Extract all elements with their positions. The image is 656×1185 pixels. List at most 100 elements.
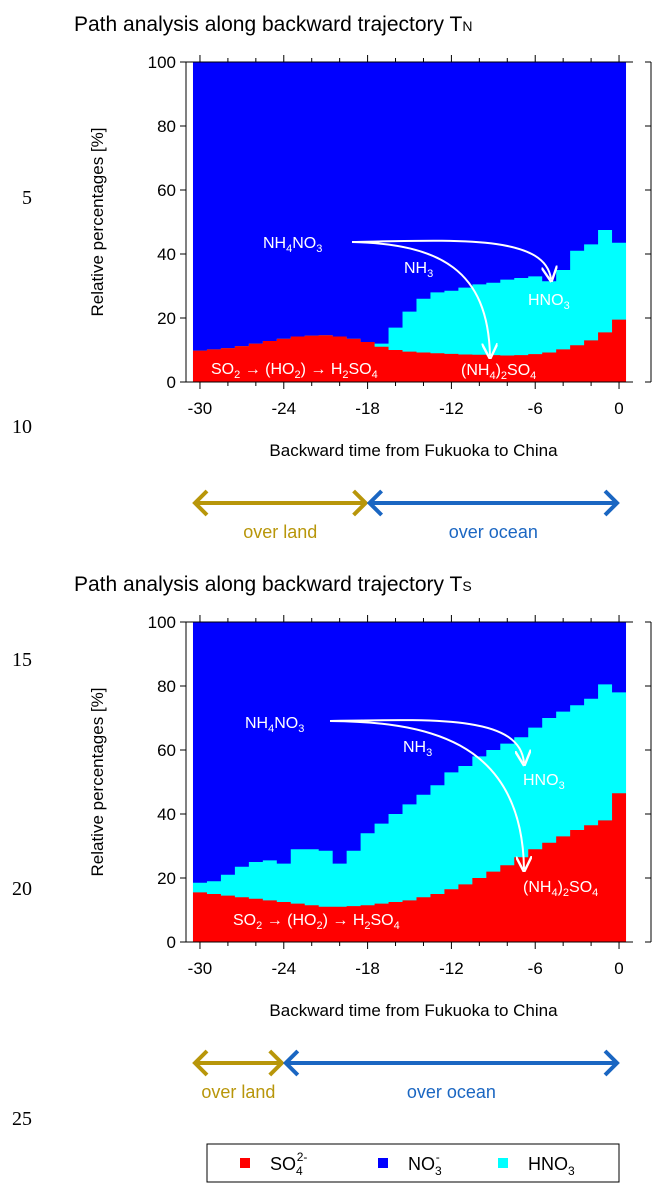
y-tick-label: 0 — [167, 933, 176, 952]
label-so2-to-h2so4-part: SO — [371, 912, 394, 929]
chart-top: Path analysis along backward trajectory … — [74, 13, 652, 542]
y-tick-label: 80 — [157, 677, 176, 696]
label-so2-to-h2so4: SO2 → (HO2) → H2SO4 — [233, 912, 400, 932]
x-tick-label: 0 — [614, 959, 623, 978]
label-nh4-2so4-part: ) — [496, 362, 501, 379]
x-tick-label: -24 — [271, 959, 296, 978]
chart-bottom: Path analysis along backward trajectory … — [74, 573, 652, 1102]
over-land-label: over land — [201, 1082, 275, 1102]
line-number: 15 — [12, 649, 32, 671]
legend-label-sup: - — [436, 1150, 440, 1164]
label-so2-to-h2so4-part: ) → H — [301, 361, 343, 378]
label-so2-to-h2so4-part: SO — [211, 361, 234, 378]
line-number: 25 — [12, 1108, 32, 1130]
label-so2-to-h2so4-part: 4 — [372, 369, 378, 381]
label-so2-to-h2so4-part: SO — [233, 912, 256, 929]
label-nh4no3-part: NH — [245, 715, 268, 732]
arrow-to-nh4so4 — [329, 720, 524, 869]
legend-swatch — [240, 1158, 250, 1168]
label-nh4-2so4-part: 4 — [551, 887, 557, 899]
label-nh3: NH3 — [404, 260, 433, 280]
over-ocean-arrow-head-right — [603, 489, 620, 517]
label-nh4-2so4-part: 4 — [489, 370, 495, 382]
y-tick-label: 20 — [157, 869, 176, 888]
label-nh4no3: NH4NO3 — [245, 715, 304, 735]
label-hno3-part: 3 — [564, 300, 570, 312]
y-tick-label: 0 — [167, 373, 176, 392]
y-tick-label: 100 — [148, 53, 176, 72]
legend-label: SO42- — [270, 1150, 307, 1178]
label-nh4no3-part: NO — [292, 235, 316, 252]
label-nh3-part: NH — [404, 260, 427, 277]
line-number: 5 — [22, 187, 32, 209]
label-hno3-part: HNO — [523, 772, 559, 789]
label-so2-to-h2so4-part: 2 — [316, 920, 322, 932]
x-tick-label: -30 — [188, 959, 213, 978]
label-nh4-2so4: (NH4)2SO4 — [523, 879, 598, 899]
label-so2-to-h2so4-part: 2 — [364, 920, 370, 932]
legend-label-sup: 2- — [297, 1150, 308, 1164]
y-tick-label: 40 — [157, 245, 176, 264]
y-tick-label: 60 — [157, 741, 176, 760]
area-series-so4-2- — [192, 793, 627, 942]
label-nh4-2so4-part: 4 — [592, 887, 598, 899]
label-hno3: HNO3 — [528, 292, 570, 312]
y-tick-label: 100 — [148, 613, 176, 632]
y-tick-label: 80 — [157, 117, 176, 136]
x-tick-label: -6 — [528, 399, 543, 418]
label-nh3: NH3 — [403, 739, 432, 759]
area-series-so4-2- — [192, 319, 627, 382]
label-nh4no3-part: 3 — [298, 723, 304, 735]
label-nh4no3-part: 3 — [316, 243, 322, 255]
x-tick-label: 0 — [614, 399, 623, 418]
legend-label-sub: 3 — [568, 1164, 575, 1178]
over-ocean-arrow-head-right — [603, 1049, 620, 1077]
over-land-arrow-head-left — [192, 489, 209, 517]
arrow-to-nh4so4 — [351, 241, 490, 356]
label-nh4no3-part: 4 — [286, 243, 292, 255]
line-number: 10 — [12, 416, 32, 438]
label-nh4no3-part: NO — [274, 715, 298, 732]
x-tick-label: -18 — [355, 959, 380, 978]
label-so2-to-h2so4-part: → (HO — [240, 361, 294, 378]
label-nh4-2so4-part: (NH — [523, 879, 551, 896]
over-land-arrow-head-left — [192, 1049, 209, 1077]
legend-label: HNO3 — [528, 1154, 575, 1178]
label-nh4-2so4: (NH4)2SO4 — [461, 362, 536, 382]
legend-swatch — [498, 1158, 508, 1168]
label-so2-to-h2so4-part: → (HO — [262, 912, 316, 929]
label-so2-to-h2so4-part: 2 — [342, 369, 348, 381]
y-tick-label: 40 — [157, 805, 176, 824]
label-so2-to-h2so4-part: 2 — [294, 369, 300, 381]
x-axis-label: Backward time from Fukuoka to China — [269, 441, 558, 460]
x-tick-label: -6 — [528, 959, 543, 978]
label-nh4-2so4-part: SO — [569, 879, 592, 896]
chart-title-main: Path analysis along backward trajectory … — [74, 13, 462, 36]
over-ocean-label: over ocean — [407, 1082, 496, 1102]
x-tick-label: -18 — [355, 399, 380, 418]
y-axis-label: Relative percentages [%] — [88, 128, 107, 317]
label-so2-to-h2so4-part: 4 — [394, 920, 400, 932]
x-tick-label: -12 — [439, 399, 464, 418]
over-ocean-arrow-head-left — [366, 489, 384, 517]
over-land-arrow-head-right — [268, 1049, 285, 1077]
over-ocean-label: over ocean — [449, 522, 538, 542]
label-nh3-part: NH — [403, 739, 426, 756]
legend-box — [206, 1143, 620, 1183]
chart-title-sub: S — [462, 578, 471, 594]
over-land-label: over land — [243, 522, 317, 542]
legend-label-main: HNO — [528, 1154, 568, 1174]
chart-title-sub: N — [462, 18, 472, 34]
label-nh4-2so4-part: SO — [507, 362, 530, 379]
over-land-arrow-head-right — [352, 489, 369, 517]
label-nh4no3-part: 4 — [268, 723, 274, 735]
label-so2-to-h2so4-part: 2 — [256, 920, 262, 932]
legend-label-sub: 4 — [296, 1164, 303, 1178]
y-tick-label: 20 — [157, 309, 176, 328]
y-axis-label: Relative percentages [%] — [88, 688, 107, 877]
x-tick-label: -12 — [439, 959, 464, 978]
x-tick-label: -24 — [271, 399, 296, 418]
legend-label-sub: 3 — [435, 1164, 442, 1178]
label-nh3-part: 3 — [427, 268, 433, 280]
over-ocean-arrow-head-left — [282, 1049, 300, 1077]
